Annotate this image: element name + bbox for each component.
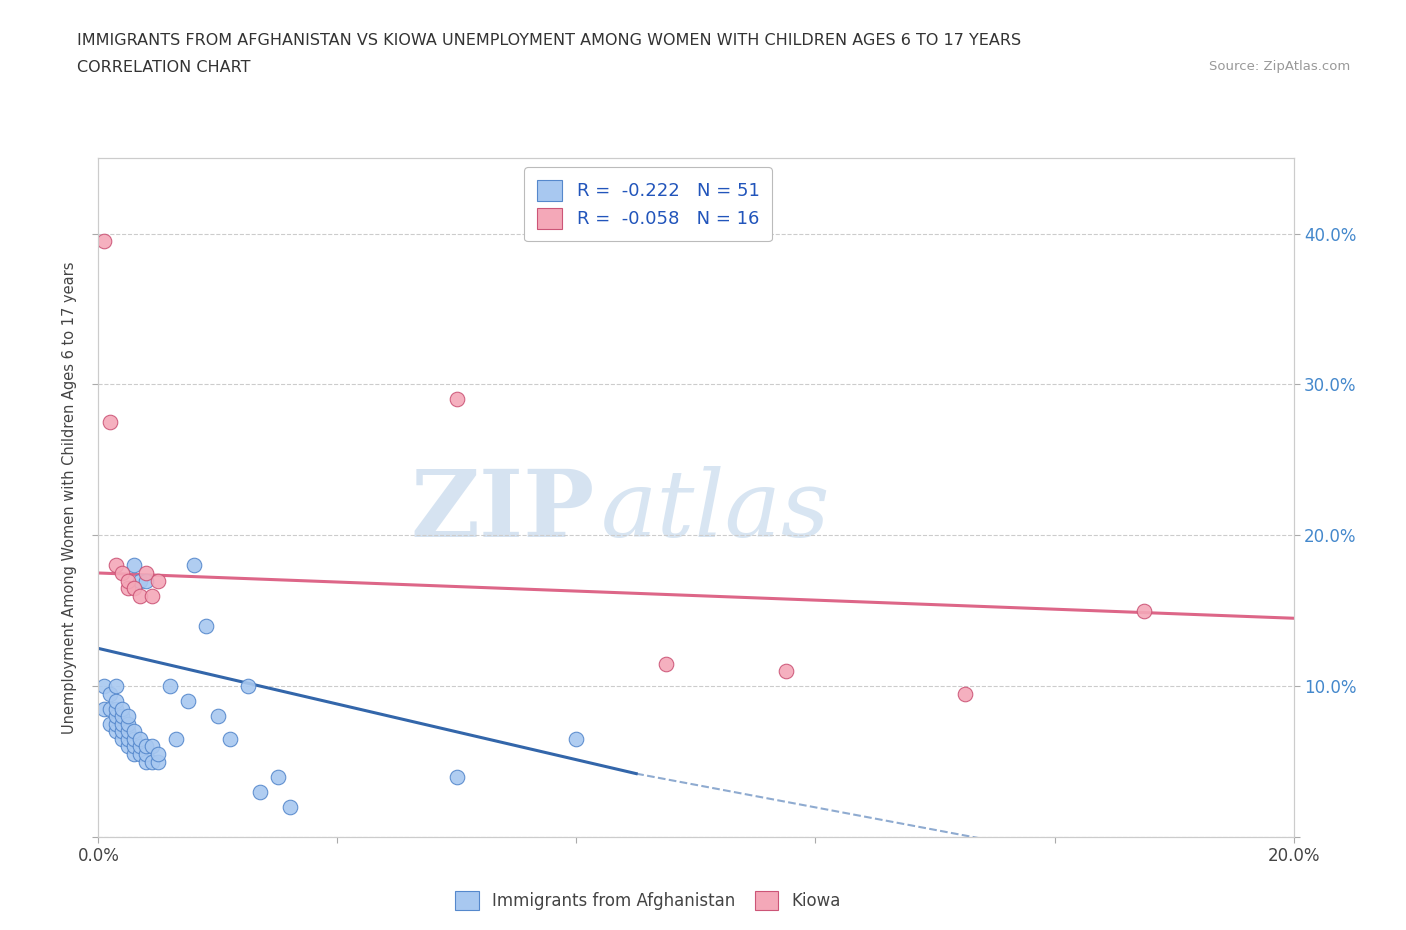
Point bbox=[100, 716, 122, 731]
Point bbox=[93, 701, 115, 716]
Point bbox=[105, 716, 128, 731]
Point bbox=[129, 588, 152, 603]
Point bbox=[100, 701, 122, 716]
Point bbox=[124, 724, 146, 738]
Point bbox=[446, 769, 468, 784]
Text: atlas: atlas bbox=[600, 466, 830, 556]
Y-axis label: Unemployment Among Women with Children Ages 6 to 17 years: Unemployment Among Women with Children A… bbox=[62, 261, 77, 734]
Point bbox=[148, 747, 170, 762]
Point bbox=[148, 573, 170, 588]
Point bbox=[100, 415, 122, 430]
Point bbox=[135, 747, 157, 762]
Point bbox=[249, 784, 271, 799]
Point bbox=[141, 588, 163, 603]
Point bbox=[195, 618, 218, 633]
Point bbox=[278, 800, 301, 815]
Point bbox=[111, 565, 134, 580]
Point bbox=[100, 686, 122, 701]
Point bbox=[129, 732, 152, 747]
Point bbox=[953, 686, 976, 701]
Text: IMMIGRANTS FROM AFGHANISTAN VS KIOWA UNEMPLOYMENT AMONG WOMEN WITH CHILDREN AGES: IMMIGRANTS FROM AFGHANISTAN VS KIOWA UNE… bbox=[77, 33, 1021, 47]
Point bbox=[117, 724, 139, 738]
Point bbox=[124, 558, 146, 573]
Point bbox=[93, 233, 115, 248]
Point bbox=[105, 709, 128, 724]
Point bbox=[105, 679, 128, 694]
Point bbox=[159, 679, 181, 694]
Point bbox=[124, 739, 146, 754]
Point bbox=[207, 709, 229, 724]
Point bbox=[129, 747, 152, 762]
Text: ZIP: ZIP bbox=[411, 466, 595, 556]
Point bbox=[111, 709, 134, 724]
Point bbox=[105, 724, 128, 738]
Point bbox=[141, 754, 163, 769]
Point bbox=[219, 732, 242, 747]
Point bbox=[111, 732, 134, 747]
Text: CORRELATION CHART: CORRELATION CHART bbox=[77, 60, 250, 75]
Point bbox=[129, 739, 152, 754]
Legend: Immigrants from Afghanistan, Kiowa: Immigrants from Afghanistan, Kiowa bbox=[449, 884, 848, 917]
Point bbox=[111, 724, 134, 738]
Point bbox=[177, 694, 200, 709]
Point bbox=[183, 558, 205, 573]
Point bbox=[165, 732, 187, 747]
Point bbox=[111, 701, 134, 716]
Point bbox=[148, 754, 170, 769]
Point bbox=[236, 679, 259, 694]
Point bbox=[775, 664, 797, 679]
Point bbox=[117, 739, 139, 754]
Point bbox=[117, 580, 139, 595]
Point bbox=[141, 739, 163, 754]
Point bbox=[117, 716, 139, 731]
Point bbox=[124, 732, 146, 747]
Point bbox=[135, 754, 157, 769]
Point bbox=[105, 701, 128, 716]
Point bbox=[105, 558, 128, 573]
Point bbox=[1133, 604, 1156, 618]
Point bbox=[117, 732, 139, 747]
Point bbox=[105, 694, 128, 709]
Point bbox=[117, 709, 139, 724]
Point bbox=[117, 573, 139, 588]
Point bbox=[111, 716, 134, 731]
Point bbox=[135, 573, 157, 588]
Point bbox=[124, 580, 146, 595]
Text: Source: ZipAtlas.com: Source: ZipAtlas.com bbox=[1209, 60, 1350, 73]
Point bbox=[565, 732, 588, 747]
Point bbox=[135, 739, 157, 754]
Point bbox=[129, 573, 152, 588]
Point bbox=[135, 565, 157, 580]
Point bbox=[93, 679, 115, 694]
Point bbox=[446, 392, 468, 407]
Point bbox=[124, 747, 146, 762]
Point bbox=[655, 656, 678, 671]
Point bbox=[267, 769, 290, 784]
